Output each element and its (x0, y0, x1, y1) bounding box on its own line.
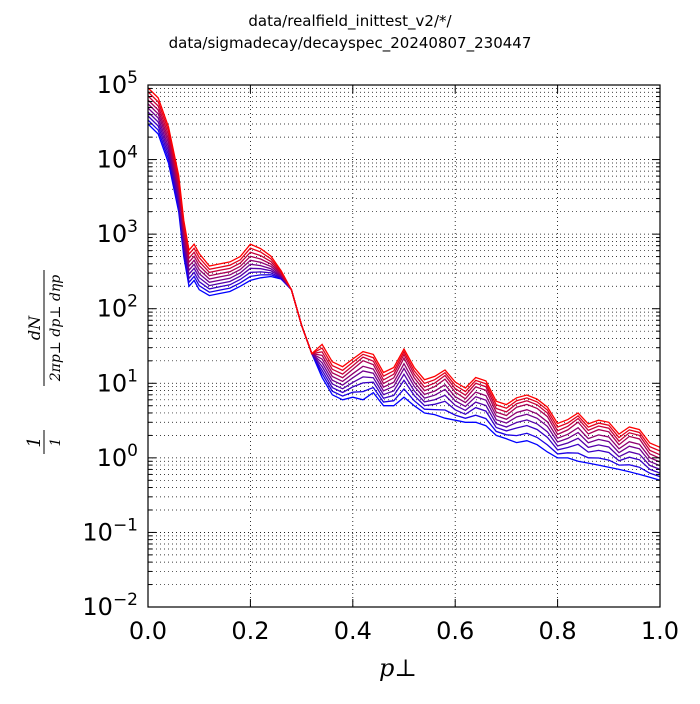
series-line-2 (147, 119, 661, 478)
series-line-9 (147, 91, 661, 452)
y-tick-label: 102 (97, 292, 138, 323)
x-tick-label: 0.8 (539, 617, 577, 645)
y-axis-label-bottom: 2πp⊥ dp⊥ dηp (48, 275, 64, 383)
y-tick-label: 105 (97, 68, 138, 99)
series-line-5 (147, 107, 661, 467)
series-line-6 (147, 103, 661, 463)
x-tick-label: 0.2 (231, 617, 269, 645)
y-tick-label: 10−1 (82, 515, 138, 546)
y-axis-label-factor: 1 (48, 438, 64, 447)
tick-layer: 0.0 0.2 0.4 0.6 0.8 1.0 105 104 103 102 101 100 10−1… (82, 68, 679, 645)
y-tick-label: 103 (97, 217, 138, 248)
series-line-3 (147, 115, 661, 474)
x-tick-label: 1.0 (641, 617, 679, 645)
series-line-8 (147, 95, 661, 456)
y-axis-label-top: dN (25, 315, 44, 340)
x-tick-label: 0.6 (436, 617, 474, 645)
y-tick-label: 10−2 (82, 590, 138, 621)
chart-title-line-1: data/realfield_inittest_v2/*/ (248, 12, 452, 30)
chart-title-line-2: data/sigmadecay/decayspec_20240807_23044… (168, 34, 532, 52)
series-line-4 (147, 111, 661, 471)
series-layer (147, 87, 661, 481)
y-tick-label: 100 (97, 441, 138, 472)
y-axis-label: 1 1 dN 2πp⊥ dp⊥ dηp (24, 270, 64, 454)
y-tick-label: 104 (97, 143, 138, 174)
plot-frame (147, 84, 661, 608)
x-axis-label-text: p⊥ (379, 654, 417, 682)
x-axis-label: p⊥ (379, 654, 417, 682)
x-tick-label: 0.4 (334, 617, 372, 645)
x-tick-label: 0.0 (129, 617, 167, 645)
y-axis-label-one: 1 (24, 436, 45, 447)
series-line-1 (147, 123, 661, 481)
series-line-7 (147, 99, 661, 459)
grid-layer (147, 84, 661, 608)
series-line-10 (147, 87, 661, 448)
y-tick-label: 101 (97, 366, 138, 397)
